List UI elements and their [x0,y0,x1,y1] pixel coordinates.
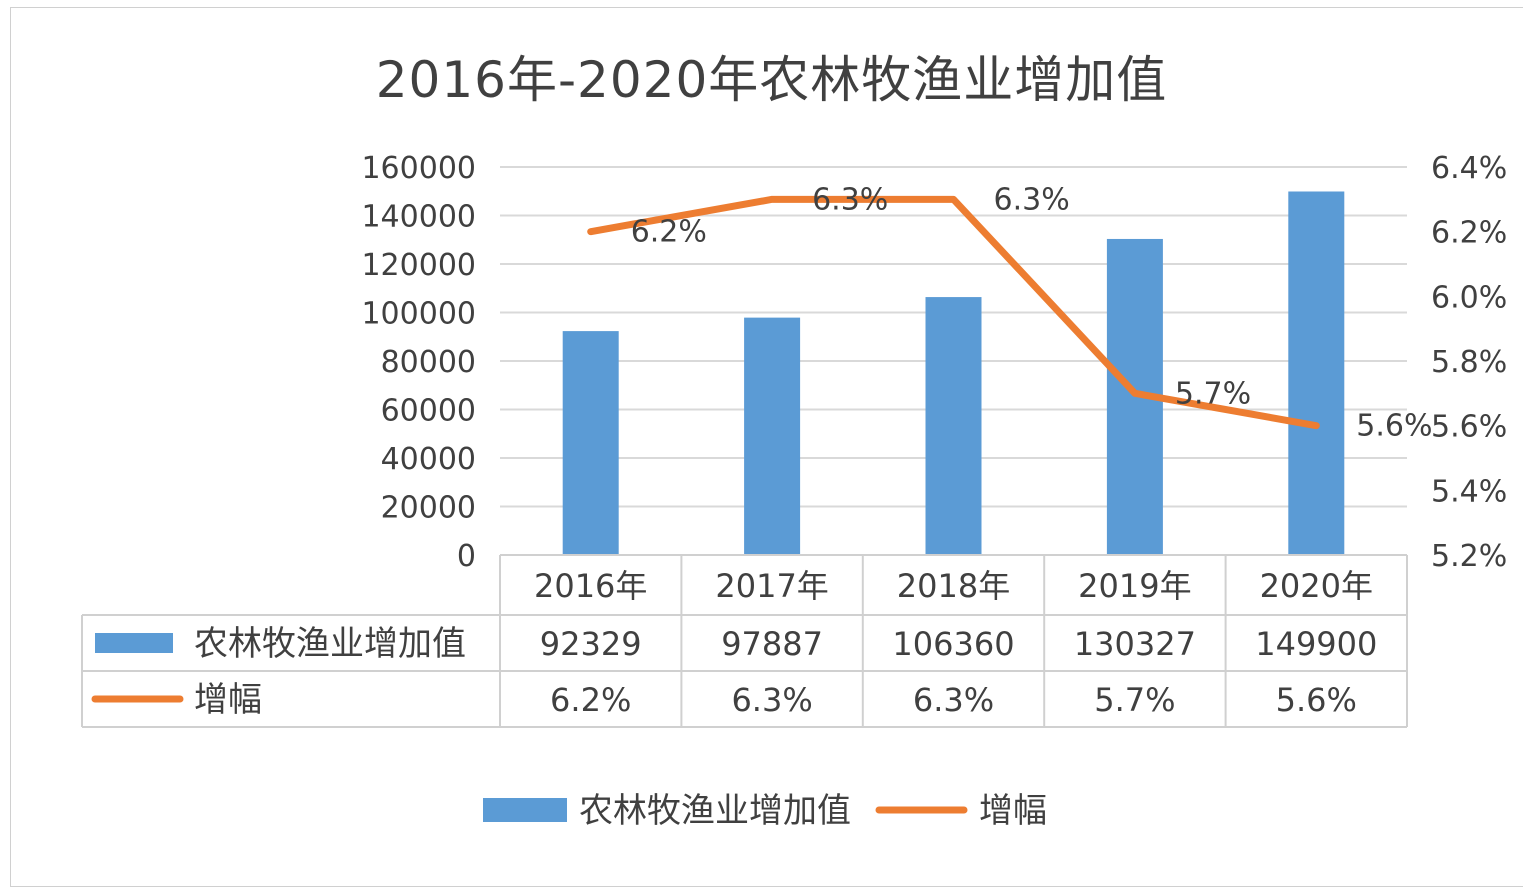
y-left-tick-label: 160000 [361,151,476,186]
y-left-tick-label: 20000 [381,491,476,526]
line-point [1131,390,1138,397]
table-legend-key-bar [95,633,173,653]
y-left-tick-label: 120000 [361,248,476,283]
line-data-label: 6.3% [812,182,888,217]
table-value: 5.7% [1094,681,1175,719]
legend-label: 农林牧渔业增加值 [579,791,851,831]
line-point [769,196,776,203]
table-value: 130327 [1074,625,1196,663]
y-left-tick-label: 40000 [381,442,476,477]
line-data-label: 6.2% [631,215,707,250]
table-value: 6.3% [731,681,812,719]
x-category-label: 2018年 [897,567,1010,605]
y-right-tick-label: 6.0% [1431,280,1507,315]
table-value: 6.3% [913,681,994,719]
table-value: 106360 [892,625,1014,663]
chart-title: 2016年-2020年农林牧渔业增加值 [375,51,1168,109]
table-value: 149900 [1255,625,1377,663]
y-left-tick-label: 140000 [361,200,476,235]
line-point [1313,422,1320,429]
table-value: 6.2% [550,681,631,719]
bar [925,297,982,555]
line-point [950,196,957,203]
y-right-tick-label: 5.6% [1431,410,1507,445]
bar [744,317,801,555]
table-series-name: 增幅 [194,680,262,720]
x-category-label: 2016年 [534,567,647,605]
line-point [587,228,594,235]
y-right-tick-label: 5.4% [1431,474,1507,509]
table-value: 5.6% [1276,681,1357,719]
y-right-tick-label: 5.2% [1431,539,1507,574]
chart-svg: 0 20000 40000 60000 80000 100000 120000 140000 1… [81,151,1507,831]
x-category-label: 2017年 [715,567,828,605]
bar [562,331,619,555]
table-series-name: 农林牧渔业增加值 [194,624,466,664]
line-data-label: 5.7% [1175,376,1251,411]
y-right-tick-label: 6.2% [1431,216,1507,251]
table-value: 92329 [540,625,642,663]
line-data-label: 6.3% [994,182,1070,217]
chart-root: 2016年-2020年农林牧渔业增加值 0 20000 40000 60000 8000… [10,7,1523,887]
x-category-label: 2020年 [1260,567,1373,605]
y-right-tick-label: 5.8% [1431,345,1507,380]
legend-key-bar [483,798,567,822]
bar [1288,191,1345,555]
table-value: 97887 [721,625,823,663]
y-left-tick-label: 0 [457,539,476,574]
y-left-tick-label: 60000 [381,394,476,429]
legend-label: 增幅 [979,791,1047,831]
line-data-label: 5.6% [1356,409,1432,444]
y-left-tick-label: 80000 [381,345,476,380]
x-category-label: 2019年 [1078,567,1191,605]
y-left-tick-label: 100000 [361,297,476,332]
y-right-tick-label: 6.4% [1431,151,1507,186]
